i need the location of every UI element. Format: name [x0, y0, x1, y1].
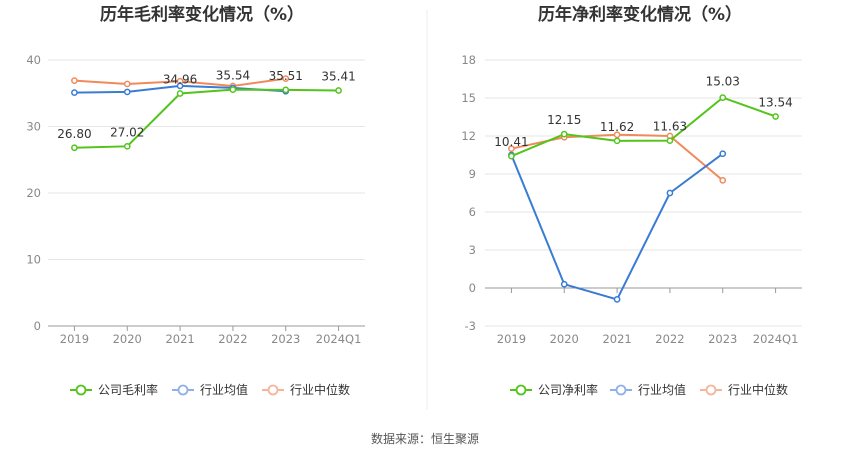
y-tick-label: 18	[461, 53, 476, 67]
x-tick-label: 2020	[113, 332, 142, 346]
y-tick-label: 20	[26, 186, 41, 200]
y-tick-label: 30	[26, 120, 41, 134]
data-label: 34.96	[163, 73, 197, 87]
legend-label: 公司净利率	[538, 382, 598, 397]
x-tick-label: 2024Q1	[316, 332, 362, 346]
data-point	[560, 280, 568, 288]
y-tick-label: 15	[461, 91, 476, 105]
data-point	[719, 150, 727, 158]
legend-swatch-marker	[515, 384, 527, 396]
legend-label: 公司毛利率	[98, 382, 158, 397]
data-point	[560, 130, 568, 138]
x-tick-label: 2023	[708, 332, 737, 346]
legend-label: 行业均值	[200, 382, 248, 397]
legend-swatch-marker	[267, 384, 279, 396]
data-point	[123, 142, 131, 150]
data-point	[282, 75, 290, 82]
data-point	[666, 137, 674, 145]
y-tick-label: 40	[26, 53, 41, 67]
y-tick-label: 9	[469, 167, 476, 181]
x-tick-label: 2019	[60, 332, 89, 346]
x-tick-label: 2021	[602, 332, 631, 346]
data-point	[719, 176, 727, 184]
series-line	[511, 96, 776, 158]
data-label: 11.63	[653, 120, 687, 134]
data-label: 13.54	[758, 95, 792, 109]
legend-label: 行业均值	[638, 382, 686, 397]
y-tick-label: -3	[465, 319, 476, 333]
data-point	[229, 86, 237, 94]
data-point	[335, 87, 342, 94]
net-margin-chart: -3 0 3 6 9 12 15 18 2019 2020 2021 2022 2023 2024Q1 10…	[461, 53, 802, 397]
y-tick-label: 6	[469, 205, 476, 219]
data-label: 12.15	[547, 113, 581, 127]
data-point	[176, 90, 184, 97]
x-tick-label: 2021	[165, 332, 194, 346]
x-tick-label: 2019	[497, 332, 526, 346]
x-tick-label: 2022	[218, 332, 247, 346]
data-label: 26.80	[57, 127, 91, 141]
data-source-note: 数据来源：恒生聚源	[371, 431, 479, 446]
data-label: 10.41	[494, 135, 528, 149]
data-point	[71, 89, 78, 96]
data-point	[613, 296, 621, 303]
data-label: 35.51	[269, 69, 303, 83]
data-label: 27.02	[110, 125, 144, 139]
data-label: 15.03	[706, 75, 740, 89]
data-point	[613, 137, 621, 145]
legend-label: 行业中位数	[290, 382, 350, 397]
y-tick-label: 10	[26, 253, 41, 267]
y-tick-label: 0	[34, 319, 41, 333]
data-point	[123, 80, 131, 88]
legend-swatch-marker	[177, 384, 189, 396]
chart-title-gross-margin: 历年毛利率变化情况（%）	[100, 4, 304, 25]
legend-swatch-marker	[75, 384, 87, 396]
legend-label: 行业中位数	[728, 382, 788, 397]
data-label: 35.54	[216, 69, 250, 83]
x-tick-label: 2020	[550, 332, 579, 346]
data-point	[666, 189, 674, 197]
data-point	[508, 145, 515, 153]
legend-swatch-marker	[615, 384, 627, 396]
data-label: 35.41	[321, 70, 355, 84]
data-point	[176, 82, 184, 90]
data-point	[508, 152, 515, 160]
series-line	[510, 152, 724, 301]
y-tick-label: 12	[461, 129, 476, 143]
x-tick-label: 2024Q1	[753, 332, 799, 346]
x-tick-label: 2022	[655, 332, 684, 346]
data-point	[719, 94, 727, 101]
x-tick-label: 2023	[271, 332, 300, 346]
data-point	[772, 113, 779, 120]
data-point	[71, 77, 78, 84]
y-tick-label: 3	[469, 243, 476, 257]
legend-swatch-marker	[705, 384, 717, 396]
gross-margin-chart: 0 10 20 30 40 2019 2020 2021 2022 2023 2024Q1 26.80…	[26, 53, 365, 397]
series-line	[74, 88, 339, 149]
data-point	[613, 131, 621, 139]
data-point	[71, 144, 78, 152]
data-label: 11.62	[600, 120, 634, 134]
chart-title-net-margin: 历年净利率变化情况（%）	[538, 4, 742, 25]
data-point	[123, 88, 131, 96]
y-tick-label: 0	[469, 281, 476, 295]
data-point	[282, 86, 290, 94]
